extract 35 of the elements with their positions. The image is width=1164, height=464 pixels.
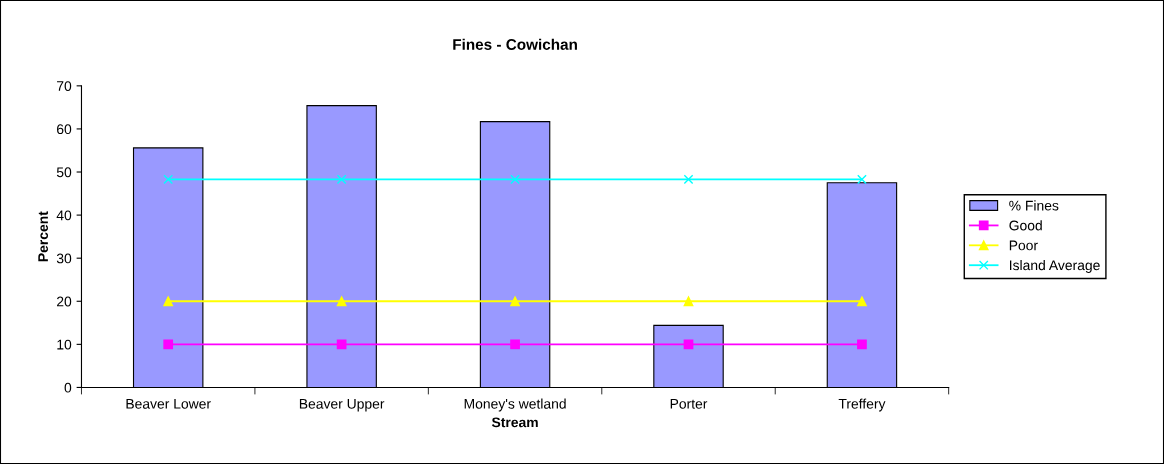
y-tick-label: 20 [57, 296, 72, 307]
y-tick-label: 40 [56, 210, 72, 221]
x-tick-label: Beaver Lower [126, 399, 211, 409]
x-tick-label: Porter [670, 399, 708, 409]
x-tick-label: Money's wetland [464, 398, 566, 412]
y-tick-label: 50 [56, 167, 72, 178]
x-axis-title: Stream [491, 417, 538, 428]
point [336, 339, 347, 350]
legend-label: Poor [1009, 240, 1038, 251]
point [683, 174, 694, 185]
point [683, 339, 694, 350]
y-tick-label: 70 [57, 81, 72, 92]
point [683, 296, 694, 307]
y-axis-title: Percent [38, 211, 49, 262]
point [857, 296, 867, 307]
y-tick-label: 10 [57, 339, 72, 350]
y-tick-label: 30 [56, 253, 72, 264]
y-tick-label: 60 [57, 124, 72, 135]
point [163, 296, 174, 307]
point [510, 174, 520, 185]
point [857, 174, 867, 185]
x-tick-label: Treffery [838, 398, 886, 412]
point [163, 174, 174, 185]
legend-label: Good [1009, 220, 1042, 231]
legend-label: Island Average [1010, 260, 1100, 273]
chart-title: Fines - Cowichan [453, 38, 577, 50]
point [163, 339, 174, 350]
y-tick-label: 0 [64, 382, 72, 393]
point [336, 296, 347, 307]
point [857, 339, 867, 350]
legend-label: % Fines [1009, 200, 1059, 211]
x-tick-label: Beaver Upper [299, 399, 385, 412]
point [510, 296, 520, 307]
point [510, 339, 520, 350]
point [336, 174, 347, 185]
